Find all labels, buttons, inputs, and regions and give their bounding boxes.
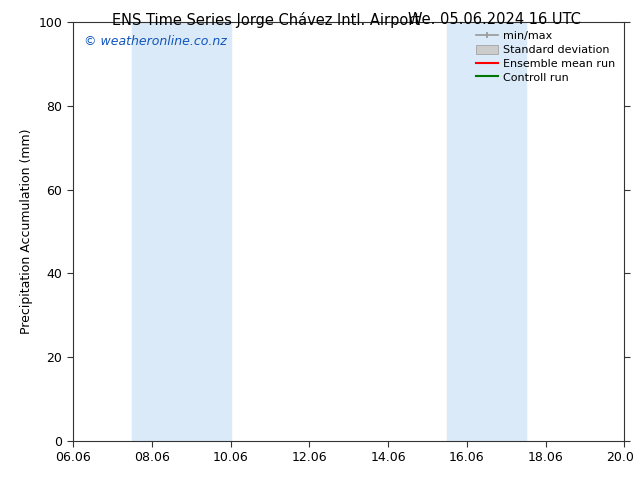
- Bar: [171, 22, 231, 441]
- Text: © weatheronline.co.nz: © weatheronline.co.nz: [84, 35, 227, 48]
- Bar: [487, 22, 526, 441]
- Bar: [447, 22, 487, 441]
- Legend: min/max, Standard deviation, Ensemble mean run, Controll run: min/max, Standard deviation, Ensemble me…: [472, 27, 619, 86]
- Text: ENS Time Series Jorge Chávez Intl. Airport: ENS Time Series Jorge Chávez Intl. Airpo…: [112, 12, 420, 28]
- Y-axis label: Precipitation Accumulation (mm): Precipitation Accumulation (mm): [20, 129, 33, 334]
- Bar: [132, 22, 171, 441]
- Text: We. 05.06.2024 16 UTC: We. 05.06.2024 16 UTC: [408, 12, 581, 27]
